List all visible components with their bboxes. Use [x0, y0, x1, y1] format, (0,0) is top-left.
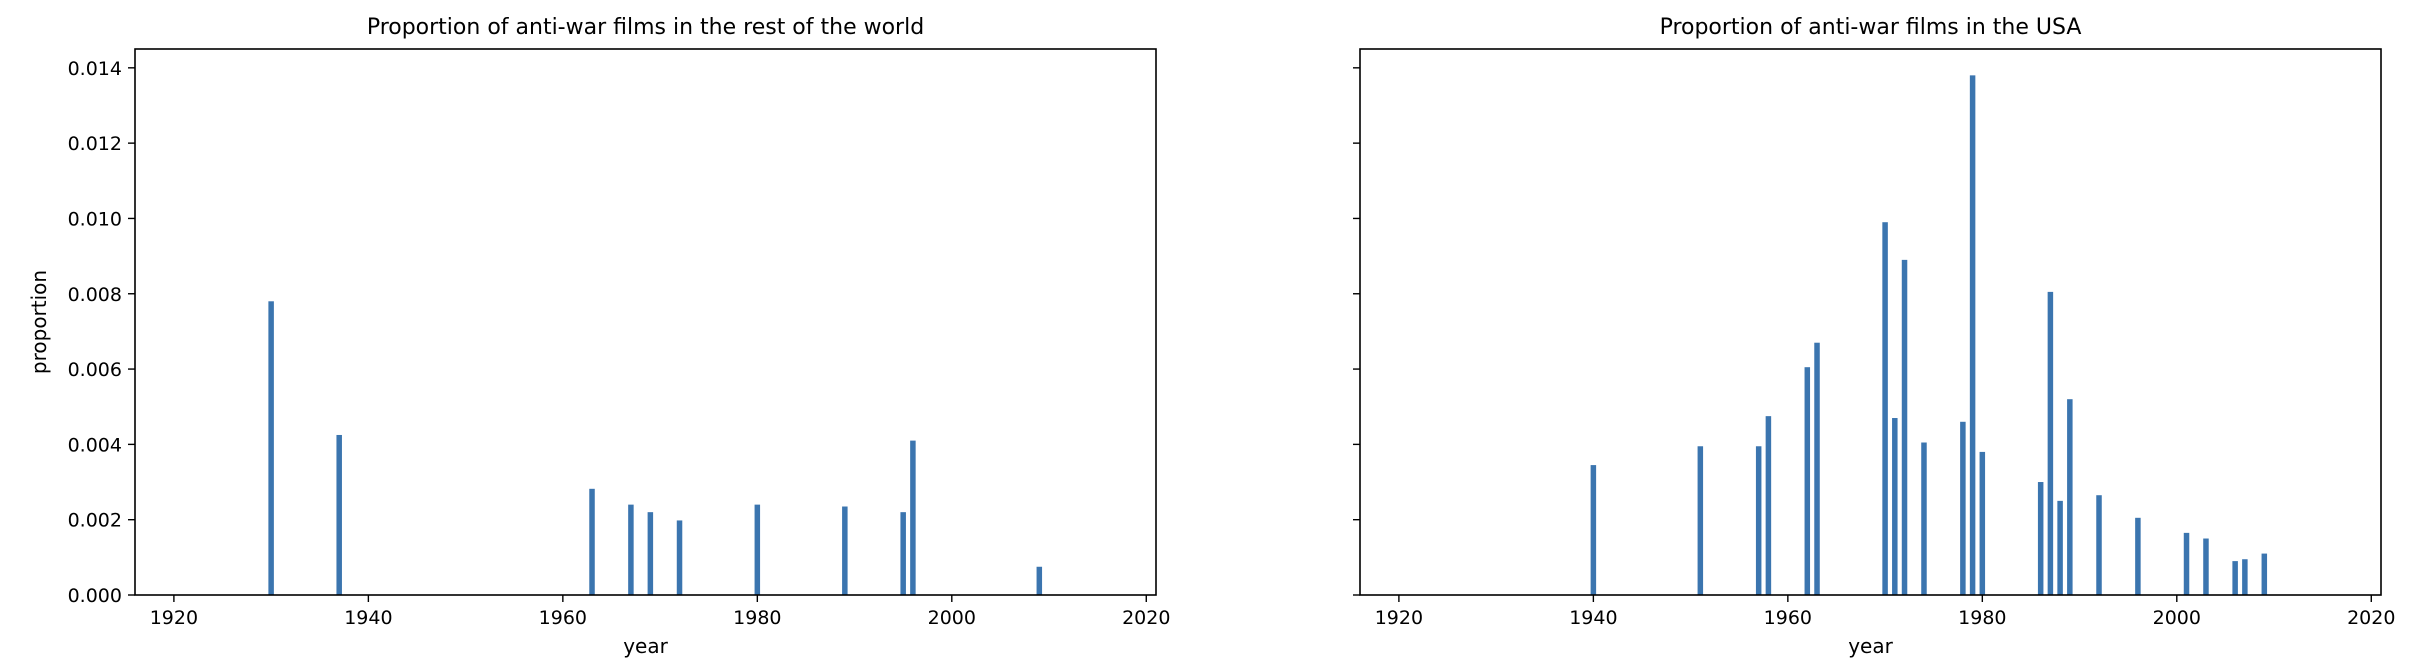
bar-1996: [910, 440, 916, 595]
bar-2006: [2232, 561, 2238, 595]
x-tick-label: 2000: [2153, 607, 2201, 629]
bar-1969: [647, 512, 654, 595]
bar-1958: [1765, 416, 1772, 595]
y-tick-label: 0.000: [68, 585, 122, 607]
bar-2003: [2203, 538, 2209, 595]
bar-2001: [2183, 532, 2190, 595]
bar-1980: [754, 504, 761, 595]
x-tick-label: 1960: [1764, 607, 1812, 629]
bar-1963: [1814, 342, 1820, 595]
bar-2007: [2242, 559, 2248, 595]
x-tick-label: 2020: [2347, 607, 2395, 629]
x-tick-label: 1980: [733, 607, 781, 629]
x-tick-label: 1920: [1375, 607, 1423, 629]
bar-1972: [1901, 259, 1908, 595]
x-tick-label: 2020: [1122, 607, 1170, 629]
bar-1986: [2037, 482, 2044, 595]
y-tick-label: 0.010: [68, 208, 122, 230]
bar-1988: [2057, 500, 2063, 595]
y-tick-label: 0.006: [68, 359, 122, 381]
bar-1963: [589, 488, 595, 595]
bar-1978: [1960, 421, 1966, 595]
bar-1972: [676, 520, 683, 595]
x-tick-label: 1960: [539, 607, 587, 629]
bar-1967: [628, 504, 634, 595]
bar-1930: [268, 301, 274, 595]
y-tick-label: 0.002: [68, 510, 122, 532]
x-tick-label: 1940: [344, 607, 392, 629]
chart-rest-of-world: Proportion of anti-war films in the rest…: [27, 15, 1170, 658]
bar-1962: [1804, 367, 1811, 595]
bar-1980: [1979, 451, 1986, 595]
bar-1989: [2067, 399, 2073, 595]
chart-usa: Proportion of anti-war films in the USA …: [1353, 15, 2395, 658]
y-tick-label: 0.014: [68, 58, 122, 80]
y-tick-label: 0.008: [68, 284, 122, 306]
bar-2009: [1036, 566, 1043, 595]
x-tick-label: 1940: [1569, 607, 1617, 629]
bar-1996: [2135, 517, 2141, 595]
x-axis-label: year: [1848, 634, 1893, 658]
plot-frame: [1359, 48, 2382, 596]
bar-1979: [1969, 75, 1976, 596]
plot-frame: [134, 48, 1157, 596]
bar-1987: [2047, 291, 2054, 595]
bar-1940: [1590, 465, 1597, 595]
bar-1995: [900, 512, 906, 595]
x-tick-label: 2000: [928, 607, 976, 629]
x-tick-label: 1920: [150, 607, 198, 629]
bar-1937: [336, 434, 342, 595]
x-tick-label: 1980: [1958, 607, 2006, 629]
chart-title: Proportion of anti-war films in the rest…: [367, 15, 924, 40]
bar-1971: [1892, 418, 1898, 595]
bar-2009: [2261, 553, 2268, 595]
bar-1992: [2096, 495, 2102, 595]
y-tick-label: 0.004: [68, 434, 122, 456]
bar-1957: [1755, 446, 1762, 595]
bar-1951: [1697, 446, 1704, 595]
bar-1974: [1921, 442, 1927, 595]
bar-1989: [842, 506, 848, 595]
bar-1970: [1882, 222, 1888, 595]
x-axis-label: year: [623, 634, 668, 658]
y-axis-label: proportion: [27, 270, 51, 374]
y-tick-label: 0.012: [68, 133, 122, 155]
chart-title: Proportion of anti-war films in the USA: [1660, 15, 2082, 40]
